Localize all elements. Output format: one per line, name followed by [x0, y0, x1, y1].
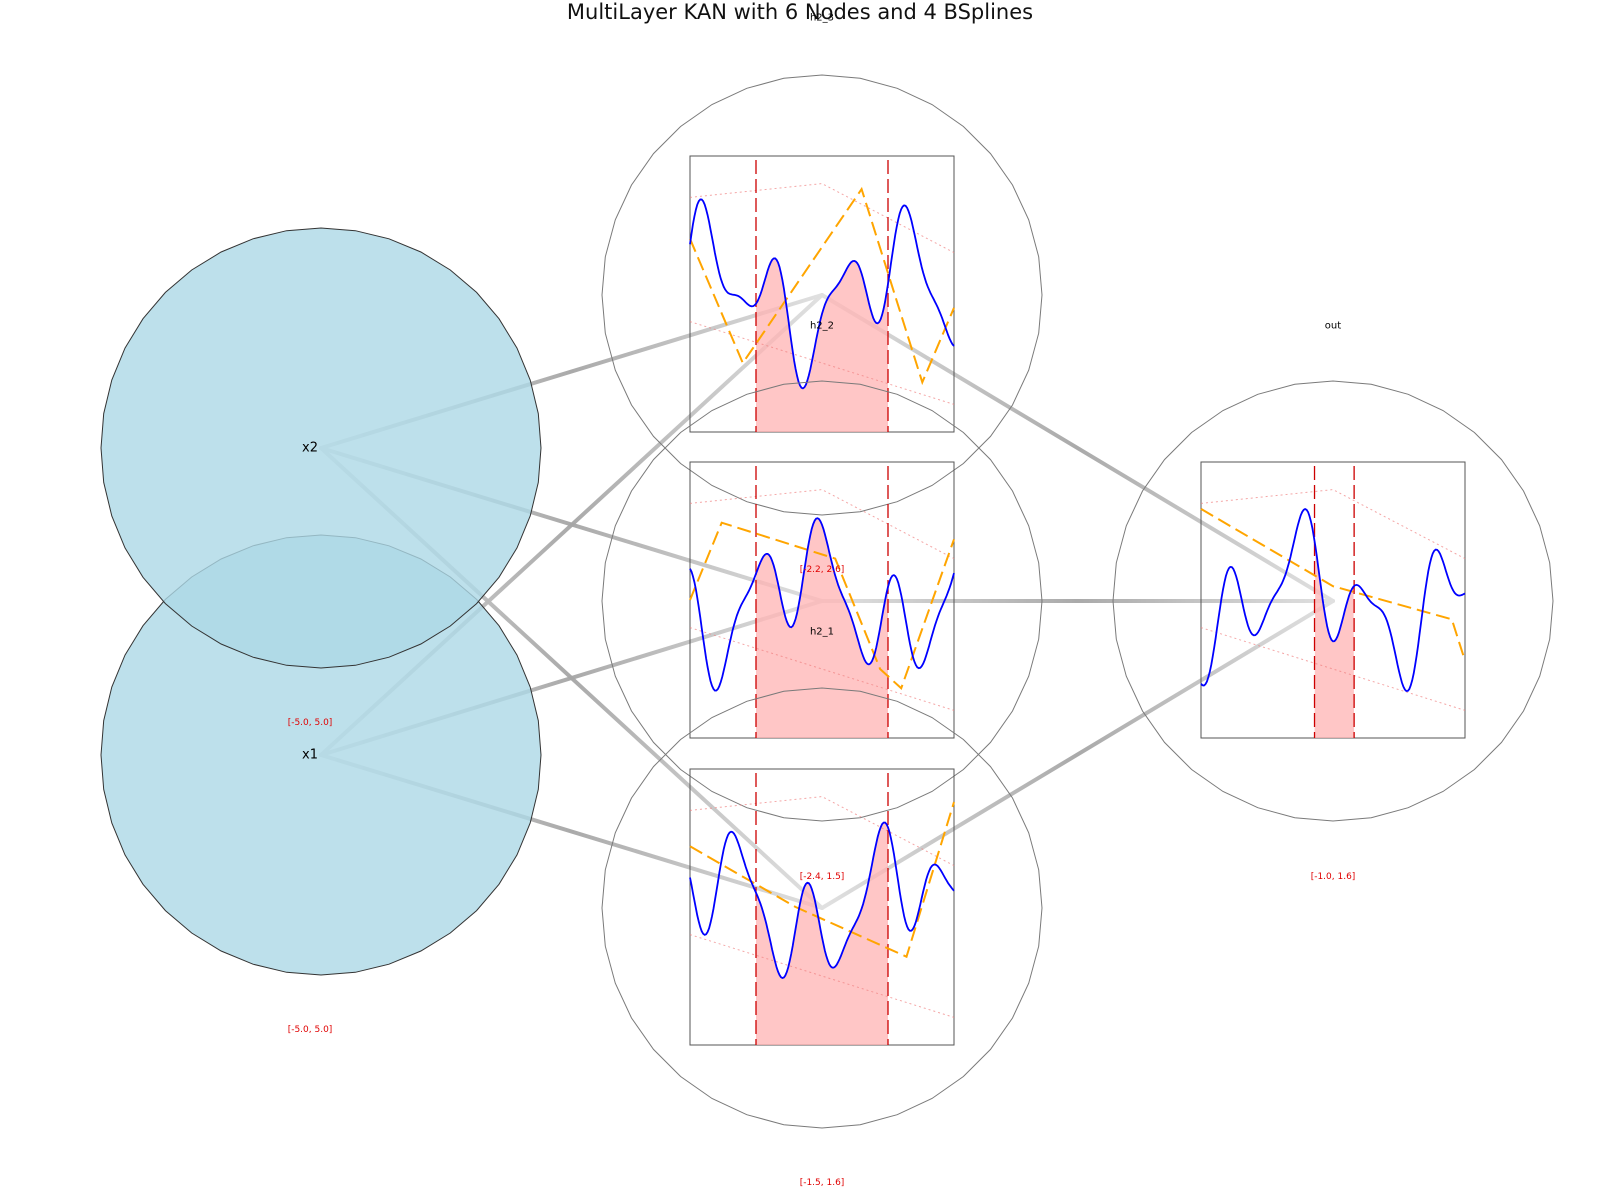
trend-line-h2-3	[689, 186, 955, 386]
input-nodes-layer	[100, 227, 542, 976]
shaded-region-out	[1314, 546, 1355, 738]
function-node-h2-1	[601, 687, 1043, 1129]
envelope-lower-h2-1	[689, 934, 955, 1018]
spline-curve-out	[1200, 507, 1466, 692]
trend-line-h2-2	[689, 521, 955, 691]
node-range-x1: [-5.0, 5.0]	[287, 1025, 333, 1035]
envelope-lower-out	[1200, 627, 1466, 711]
node-label-x2: x2	[302, 440, 318, 456]
spline-curve-h2-2	[689, 517, 955, 692]
node-circle-out	[1112, 380, 1554, 822]
node-label-x1: x1	[302, 747, 318, 763]
shaded-region-h2-2	[756, 518, 888, 738]
edge-h3-out	[820, 293, 1335, 603]
envelope-upper-out	[1200, 489, 1466, 560]
input-node-x2	[100, 227, 542, 669]
envelope-upper-h2-1	[689, 796, 955, 867]
shaded-region-h2-1	[756, 822, 888, 1045]
envelope-lower-h2-3	[689, 321, 955, 405]
node-label-h2-3: h2_3	[809, 12, 835, 24]
node-circle-h2-1	[601, 687, 1043, 1129]
edge-h1-out	[820, 599, 1335, 910]
envelope-upper-h2-3	[689, 183, 955, 254]
node-range-h2-1: [-1.5, 1.6]	[799, 1178, 845, 1188]
node-label-h2-2: h2_2	[809, 320, 835, 332]
diagram-title: MultiLayer KAN with 6 Nodes and 4 BSplin…	[566, 0, 1034, 24]
function-nodes-layer	[601, 74, 1554, 1129]
node-range-x2: [-5.0, 5.0]	[287, 718, 333, 728]
function-node-h2-3	[601, 74, 1043, 516]
node-range-out: [-1.0, 1.6]	[1310, 872, 1356, 882]
shaded-region-h2-3	[756, 258, 888, 432]
spline-curve-h2-1	[689, 821, 955, 979]
envelope-lower-h2-2	[689, 627, 955, 711]
node-range-h2-2: [-2.4, 1.5]	[799, 872, 845, 882]
node-circle-h2-2	[601, 380, 1043, 822]
function-node-h2-2	[601, 380, 1043, 822]
spline-curve-h2-3	[689, 198, 955, 390]
node-label-h2-1: h2_1	[809, 626, 835, 638]
node-range-h2-3: [-2.2, 2.6]	[799, 565, 845, 575]
node-circle-h2-3	[601, 74, 1043, 516]
function-node-out	[1112, 380, 1554, 822]
node-label-out: out	[1324, 320, 1342, 332]
